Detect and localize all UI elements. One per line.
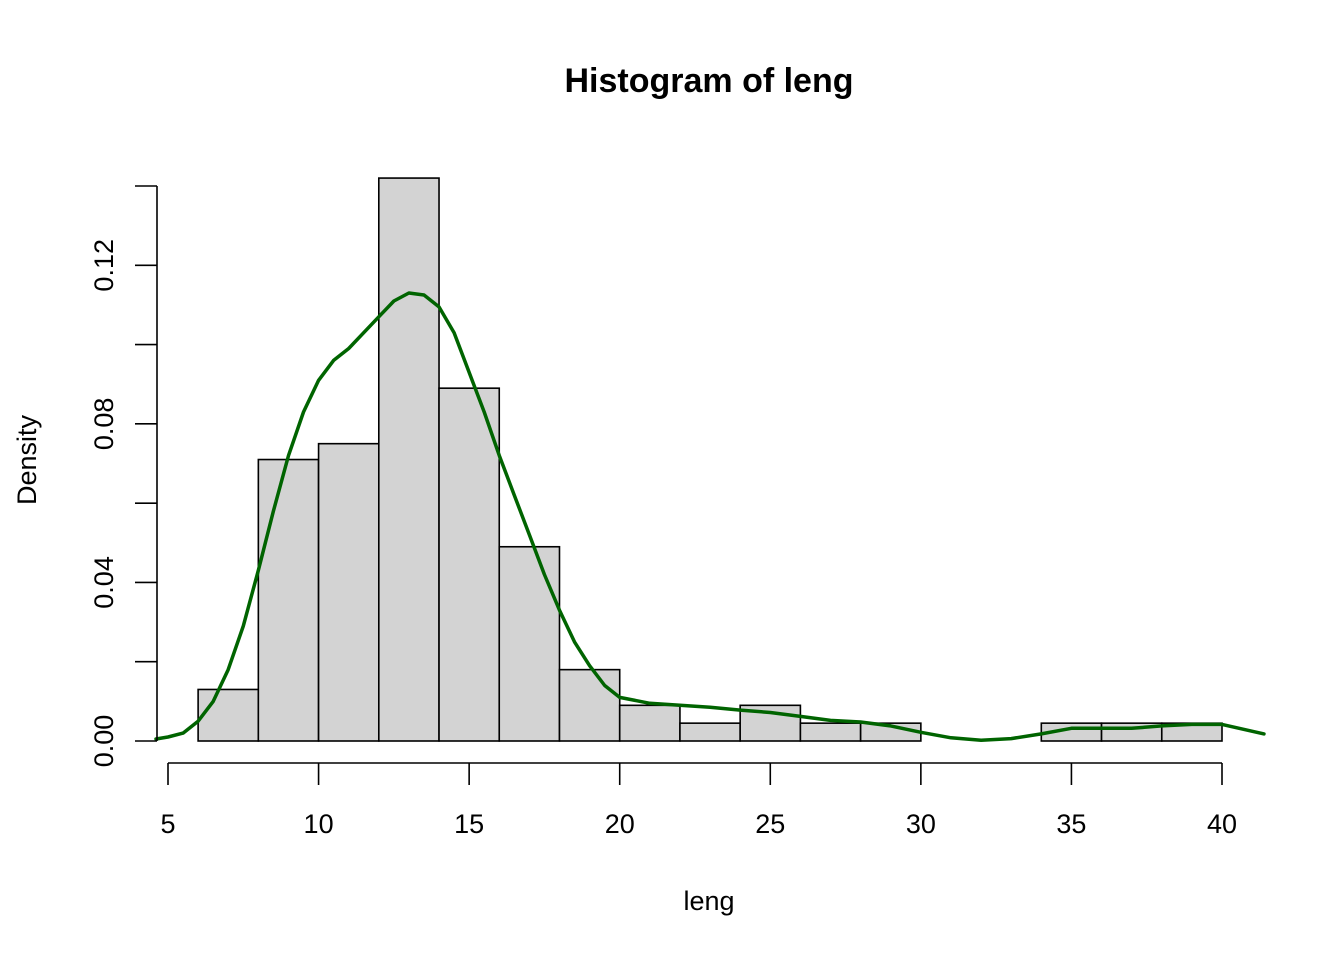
y-axis-label: Density [12, 414, 42, 505]
histogram-bar-6 [558, 668, 621, 742]
histogram-bar-8 [679, 722, 741, 742]
x-tick-label: 10 [304, 809, 334, 839]
x-tick-label: 25 [755, 809, 785, 839]
x-tick-label: 35 [1056, 809, 1086, 839]
x-tick-label: 15 [454, 809, 484, 839]
histogram-bar-0 [197, 688, 260, 742]
histogram-bar-5 [498, 545, 561, 742]
y-axis: 0.00 0.04 0.08 0.12 [89, 185, 158, 768]
x-axis-label: leng [683, 886, 734, 916]
histogram-bars [197, 177, 1223, 742]
histogram-bar-2 [317, 442, 380, 742]
x-tick-label: 30 [906, 809, 936, 839]
chart-title: Histogram of leng [564, 62, 853, 100]
y-tick-label: 0.12 [89, 239, 119, 292]
histogram-bar-1 [257, 458, 320, 742]
y-tick-label: 0.04 [89, 556, 119, 609]
x-tick-label: 20 [605, 809, 635, 839]
y-tick-label: 0.08 [89, 398, 119, 451]
histogram-bar-4 [438, 387, 501, 742]
histogram-bar-7 [618, 704, 681, 742]
density-curve [154, 291, 1266, 742]
x-axis: 5 10 15 20 25 30 35 40 [160, 762, 1237, 839]
histogram-bar-10 [799, 722, 862, 742]
histogram-bar-3 [377, 177, 440, 742]
y-tick-label: 0.00 [89, 715, 119, 768]
x-tick-label: 40 [1207, 809, 1237, 839]
x-tick-label: 5 [160, 809, 175, 839]
